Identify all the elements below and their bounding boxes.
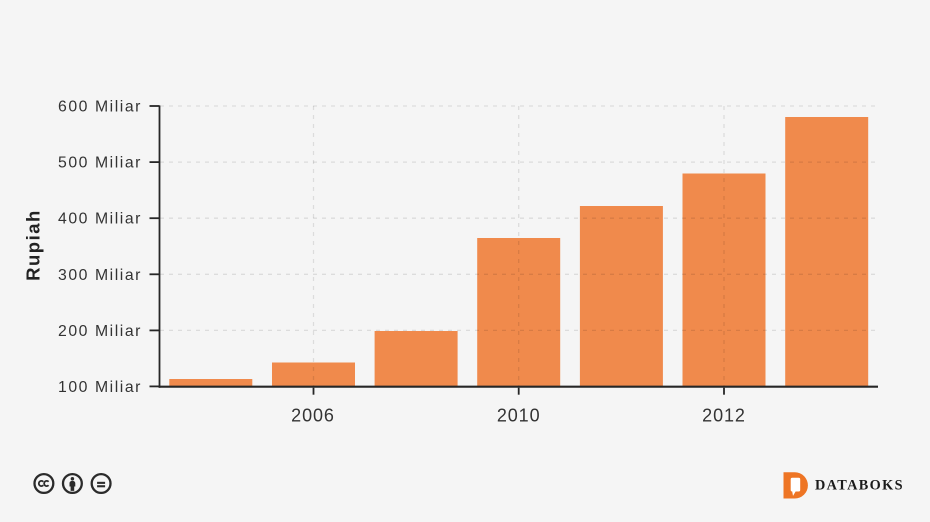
svg-text:DATABOKS: DATABOKS bbox=[815, 478, 904, 494]
svg-text:Rupiah: Rupiah bbox=[23, 209, 44, 281]
svg-text:2010: 2010 bbox=[497, 405, 541, 425]
svg-text:2012: 2012 bbox=[702, 405, 746, 425]
svg-text:100 Miliar: 100 Miliar bbox=[58, 379, 142, 396]
svg-text:500 Miliar: 500 Miliar bbox=[58, 155, 142, 172]
svg-text:200 Miliar: 200 Miliar bbox=[58, 323, 142, 340]
svg-text:300 Miliar: 300 Miliar bbox=[58, 267, 142, 284]
svg-text:600 Miliar: 600 Miliar bbox=[58, 99, 142, 116]
svg-text:2006: 2006 bbox=[291, 405, 335, 425]
svg-text:400 Miliar: 400 Miliar bbox=[58, 211, 142, 228]
